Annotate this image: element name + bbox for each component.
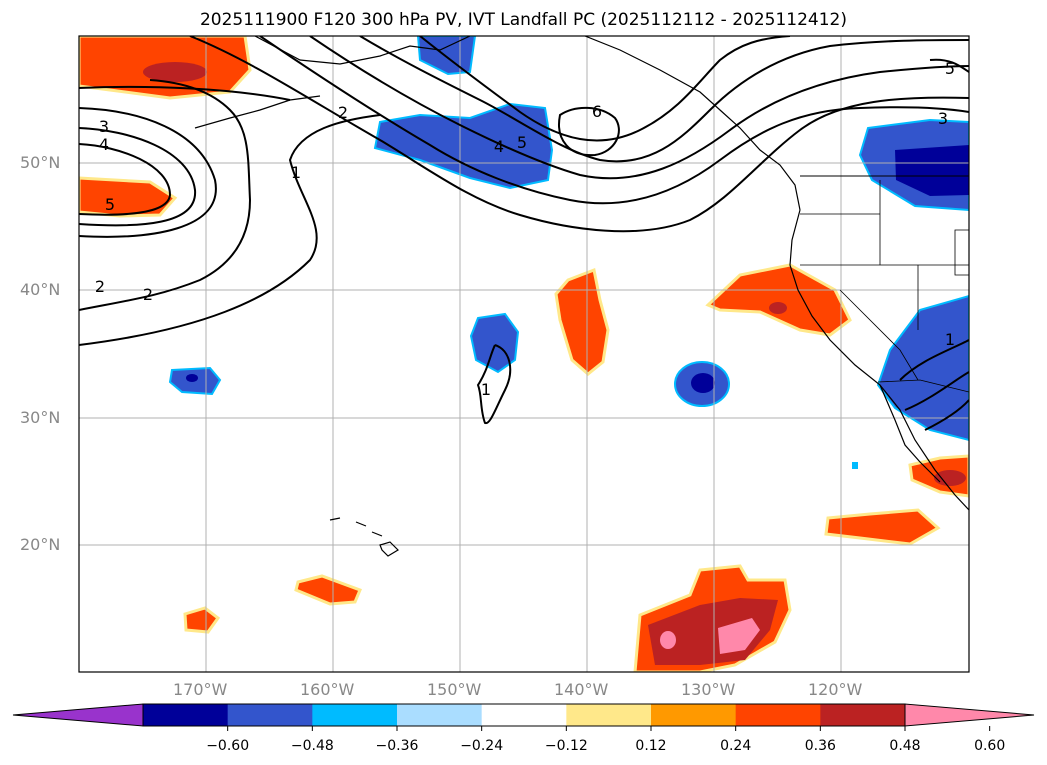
lon-label: 140°W <box>554 680 609 699</box>
lon-label: 160°W <box>300 680 355 699</box>
colorbar-tick-label: 0.12 <box>635 738 666 754</box>
anomaly-positive <box>705 263 852 337</box>
plot-frame <box>78 35 970 673</box>
anomaly-positive <box>79 176 178 218</box>
map-gridlines <box>79 36 969 672</box>
lat-label: 50°N <box>20 153 61 172</box>
contour-label: 2 <box>338 103 348 122</box>
colorbar: −0.60 −0.48 −0.36 −0.24 −0.12 0.12 0.24 0.36 0.4… <box>12 703 1035 754</box>
colorbar-tick-label: 0.48 <box>889 738 920 754</box>
contour-label: 5 <box>945 59 955 78</box>
contour-line <box>79 127 197 227</box>
anomaly-positive-max <box>718 618 760 654</box>
baja-california <box>879 384 941 483</box>
colorbar-extend-low <box>12 703 144 727</box>
lon-label: 170°W <box>173 680 228 699</box>
state-borders <box>800 180 969 381</box>
contour-line <box>79 79 252 311</box>
anomaly-positive <box>824 508 941 546</box>
colorbar-segment <box>481 704 567 726</box>
contour-line <box>79 107 217 238</box>
shaded-anomalies <box>79 36 969 672</box>
contour-label: 4 <box>99 135 109 154</box>
colorbar-tick-label: −0.48 <box>291 738 334 754</box>
contour-line <box>359 36 969 163</box>
contour-line <box>419 36 791 142</box>
colorbar-tick-label: 0.36 <box>805 738 836 754</box>
contour-label: 3 <box>99 117 109 136</box>
coastlines <box>194 36 969 557</box>
colorbar-segment <box>735 704 821 726</box>
colorbar-segment <box>820 704 906 726</box>
map-plot-area <box>79 36 969 672</box>
contour-label: 1 <box>291 163 301 182</box>
colorbar-tick-label: 0.60 <box>974 738 1005 754</box>
contour-line <box>189 36 969 233</box>
pv-contours <box>79 36 969 431</box>
colorbar-segment <box>566 704 652 726</box>
contour-label: 1 <box>481 380 491 399</box>
contour-label: 5 <box>105 195 115 214</box>
contour-line <box>259 36 969 205</box>
colorbar-segment <box>143 704 229 726</box>
colorbar-segment <box>397 704 483 726</box>
anomaly-positive <box>183 606 221 634</box>
contour-label: 2 <box>143 285 153 304</box>
contour-line <box>309 36 969 180</box>
colorbar-tick-label: 0.24 <box>720 738 751 754</box>
contour-label: 2 <box>95 277 105 296</box>
colorbar-segment <box>227 704 313 726</box>
colorbar-tick-label: −0.24 <box>460 738 503 754</box>
hawaii-islands <box>329 517 399 557</box>
contour-label: 1 <box>945 330 955 349</box>
lon-label: 120°W <box>808 680 863 699</box>
colorbar-extend-high <box>904 703 1035 727</box>
anomaly-negative <box>469 312 520 374</box>
contour-line <box>79 143 172 216</box>
anomaly-positive-strong <box>143 62 207 82</box>
contour-line <box>899 339 969 431</box>
canada-coast <box>584 36 801 211</box>
contour-label: 3 <box>938 109 948 128</box>
lat-label: 30°N <box>20 408 61 427</box>
anomaly-negative-strong <box>895 145 969 196</box>
contour-label: 6 <box>592 102 602 121</box>
contour-label: 5 <box>517 133 527 152</box>
colorbar-tick-label: −0.12 <box>545 738 588 754</box>
anomaly-negative <box>876 294 969 442</box>
contour-label: 4 <box>494 137 504 156</box>
colorbar-segment <box>312 704 398 726</box>
lon-label: 130°W <box>681 680 736 699</box>
contour-line <box>929 58 969 73</box>
colorbar-tick-label: −0.36 <box>376 738 419 754</box>
colorbar-segment <box>651 704 737 726</box>
contour-line <box>558 106 620 157</box>
lat-label: 40°N <box>20 280 61 299</box>
anomaly-positive <box>294 574 362 606</box>
lat-label: 20°N <box>20 535 61 554</box>
alaska-coast <box>254 36 471 65</box>
contour-line <box>79 114 381 346</box>
map-title: 2025111900 F120 300 hPa PV, IVT Landfall… <box>199 10 847 30</box>
mexico-border <box>877 379 969 393</box>
us-west-coast <box>789 209 969 511</box>
contour-line <box>476 344 512 425</box>
colorbar-tick-label: −0.60 <box>206 738 249 754</box>
aleutian-islands <box>194 95 321 129</box>
contour-line <box>79 85 291 101</box>
lon-label: 150°W <box>427 680 482 699</box>
anomaly-positive <box>554 267 610 376</box>
